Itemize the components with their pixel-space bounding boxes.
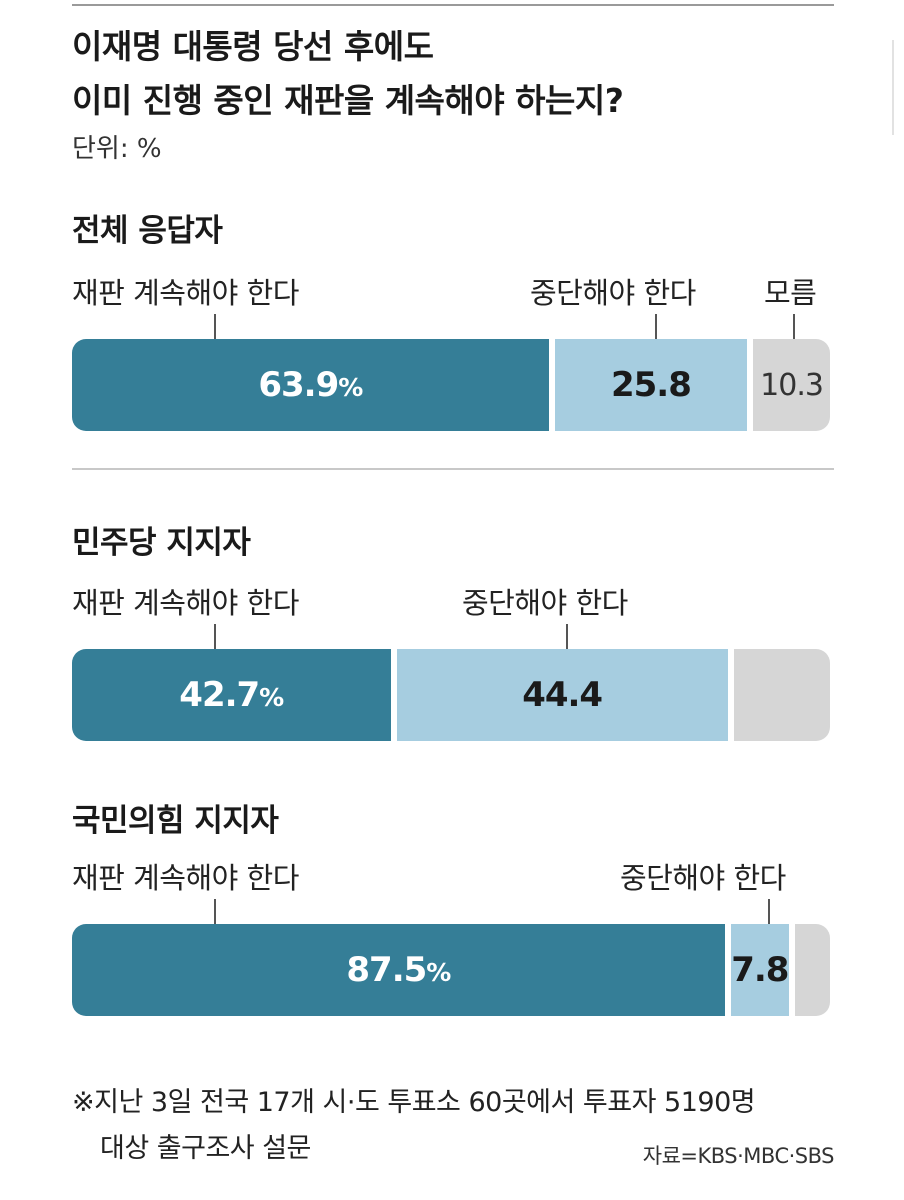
chart-title-line-1: 이재명 대통령 당선 후에도 <box>72 27 434 66</box>
bar-segment-unknown-all: 10.3 <box>753 339 830 431</box>
tick-continue-democratic <box>214 624 216 650</box>
footnote-line-1: ※지난 3일 전국 17개 시·도 투표소 60곳에서 투표자 5190명 <box>72 1087 756 1118</box>
bar-segment-stop-all: 25.8 <box>554 339 748 431</box>
value-stop-democratic: 44.4 <box>522 675 603 715</box>
value-continue-all: 63.9% <box>258 365 363 405</box>
footnote-line-2: 대상 출구조사 설문 <box>100 1133 311 1164</box>
value-continue-ppp: 87.5% <box>346 950 451 990</box>
label-continue-ppp: 재판 계속해야 한다 <box>72 861 299 895</box>
side-scroll-line <box>892 40 894 135</box>
tick-unknown-all <box>793 314 795 340</box>
tick-stop-all <box>655 314 657 340</box>
bar-segment-unknown-democratic <box>733 649 830 741</box>
label-continue-all: 재판 계속해야 한다 <box>72 276 299 310</box>
label-stop-democratic: 중단해야 한다 <box>462 586 628 620</box>
bar-segment-continue-democratic: 42.7% <box>72 649 391 741</box>
section-divider <box>72 468 834 470</box>
top-rule <box>72 4 834 6</box>
value-stop-all: 25.8 <box>610 365 692 405</box>
tick-continue-ppp <box>214 899 216 925</box>
stacked-bar-all: 63.9% 25.8 10.3 <box>72 339 830 431</box>
label-unknown-all: 모름 <box>764 276 817 310</box>
unit-label: 단위: % <box>72 134 162 164</box>
label-stop-ppp: 중단해야 한다 <box>620 861 786 895</box>
chart-title: 이재명 대통령 당선 후에도 이미 진행 중인 재판을 계속해야 하는지? <box>72 20 624 128</box>
bar-segment-continue-ppp: 87.5% <box>72 924 725 1016</box>
label-continue-democratic: 재판 계속해야 한다 <box>72 586 299 620</box>
bar-segment-unknown-ppp <box>794 924 830 1016</box>
bar-segment-stop-ppp: 7.8 <box>730 924 789 1016</box>
value-continue-democratic: 42.7% <box>179 675 284 715</box>
tick-stop-democratic <box>566 624 568 650</box>
stacked-bar-democratic: 42.7% 44.4 <box>72 649 830 741</box>
group-title-ppp: 국민의힘 지지자 <box>72 803 279 839</box>
value-unknown-all: 10.3 <box>760 367 824 403</box>
chart-title-line-2: 이미 진행 중인 재판을 계속해야 하는지? <box>72 81 624 120</box>
footnote: ※지난 3일 전국 17개 시·도 투표소 60곳에서 투표자 5190명 대상… <box>72 1080 756 1172</box>
tick-stop-ppp <box>768 899 770 925</box>
bar-segment-stop-democratic: 44.4 <box>396 649 728 741</box>
group-title-all: 전체 응답자 <box>72 213 223 249</box>
group-title-democratic: 민주당 지지자 <box>72 525 251 561</box>
bar-segment-continue-all: 63.9% <box>72 339 549 431</box>
stacked-bar-ppp: 87.5% 7.8 <box>72 924 830 1016</box>
label-stop-all: 중단해야 한다 <box>530 276 696 310</box>
value-stop-ppp: 7.8 <box>731 950 789 990</box>
tick-continue-all <box>214 314 216 340</box>
source-credit: 자료=KBS·MBC·SBS <box>642 1144 835 1168</box>
